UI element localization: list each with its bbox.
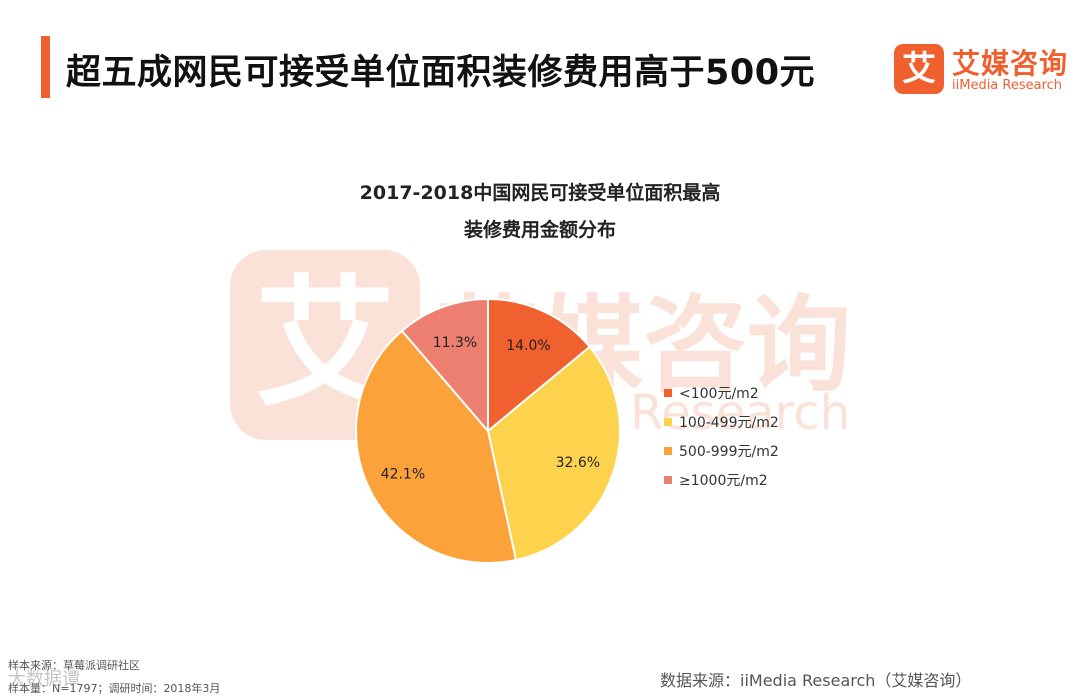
pie-slice — [487, 297, 592, 434]
pie-slice — [355, 329, 518, 564]
pie-slice — [486, 345, 621, 562]
legend-label: <100元/m2 — [679, 385, 759, 402]
chart-legend: <100元/m2 100-499元/m2 500-999元/m2 ≥1000元/m2 — [664, 378, 779, 494]
legend-label: 100-499元/m2 — [679, 414, 779, 431]
slice-value-label: 14.0% — [506, 338, 550, 354]
slice-value-label: 11.3% — [433, 335, 477, 351]
brand-badge: 艾 — [894, 44, 944, 94]
legend-swatch — [664, 475, 672, 484]
pie-slice — [400, 297, 489, 434]
legend-item: ≥1000元/m2 — [664, 465, 779, 494]
page-title: 超五成网民可接受单位面积装修费用高于500元 — [66, 53, 816, 93]
legend-swatch — [664, 446, 672, 455]
sample-source-note: 样本来源：草莓派调研社区 — [8, 659, 140, 672]
chart-title-line-1: 2017-2018中国网民可接受单位面积最高 — [359, 182, 721, 204]
title-accent-bar — [41, 36, 50, 98]
legend-label: ≥1000元/m2 — [679, 472, 768, 489]
brand-name-cn: 艾媒咨询 — [952, 47, 1069, 80]
legend-swatch — [664, 388, 672, 397]
overlay-watermark: 大数据谭 — [8, 669, 80, 690]
chart-title-line-2: 装修费用金额分布 — [463, 219, 616, 241]
legend-label: 500-999元/m2 — [679, 443, 779, 460]
legend-swatch — [664, 417, 672, 426]
legend-item: 100-499元/m2 — [664, 407, 779, 436]
brand-name-en: iiMedia Research — [952, 78, 1063, 93]
slice-value-label: 42.1% — [381, 466, 425, 482]
legend-item: 500-999元/m2 — [664, 436, 779, 465]
slice-value-label: 32.6% — [556, 455, 600, 471]
sample-size-note: 样本量：N=1797；调研时间：2018年3月 — [8, 682, 221, 695]
data-source-note: 数据来源：iiMedia Research（艾媒咨询） — [660, 671, 972, 690]
legend-item: <100元/m2 — [664, 378, 779, 407]
